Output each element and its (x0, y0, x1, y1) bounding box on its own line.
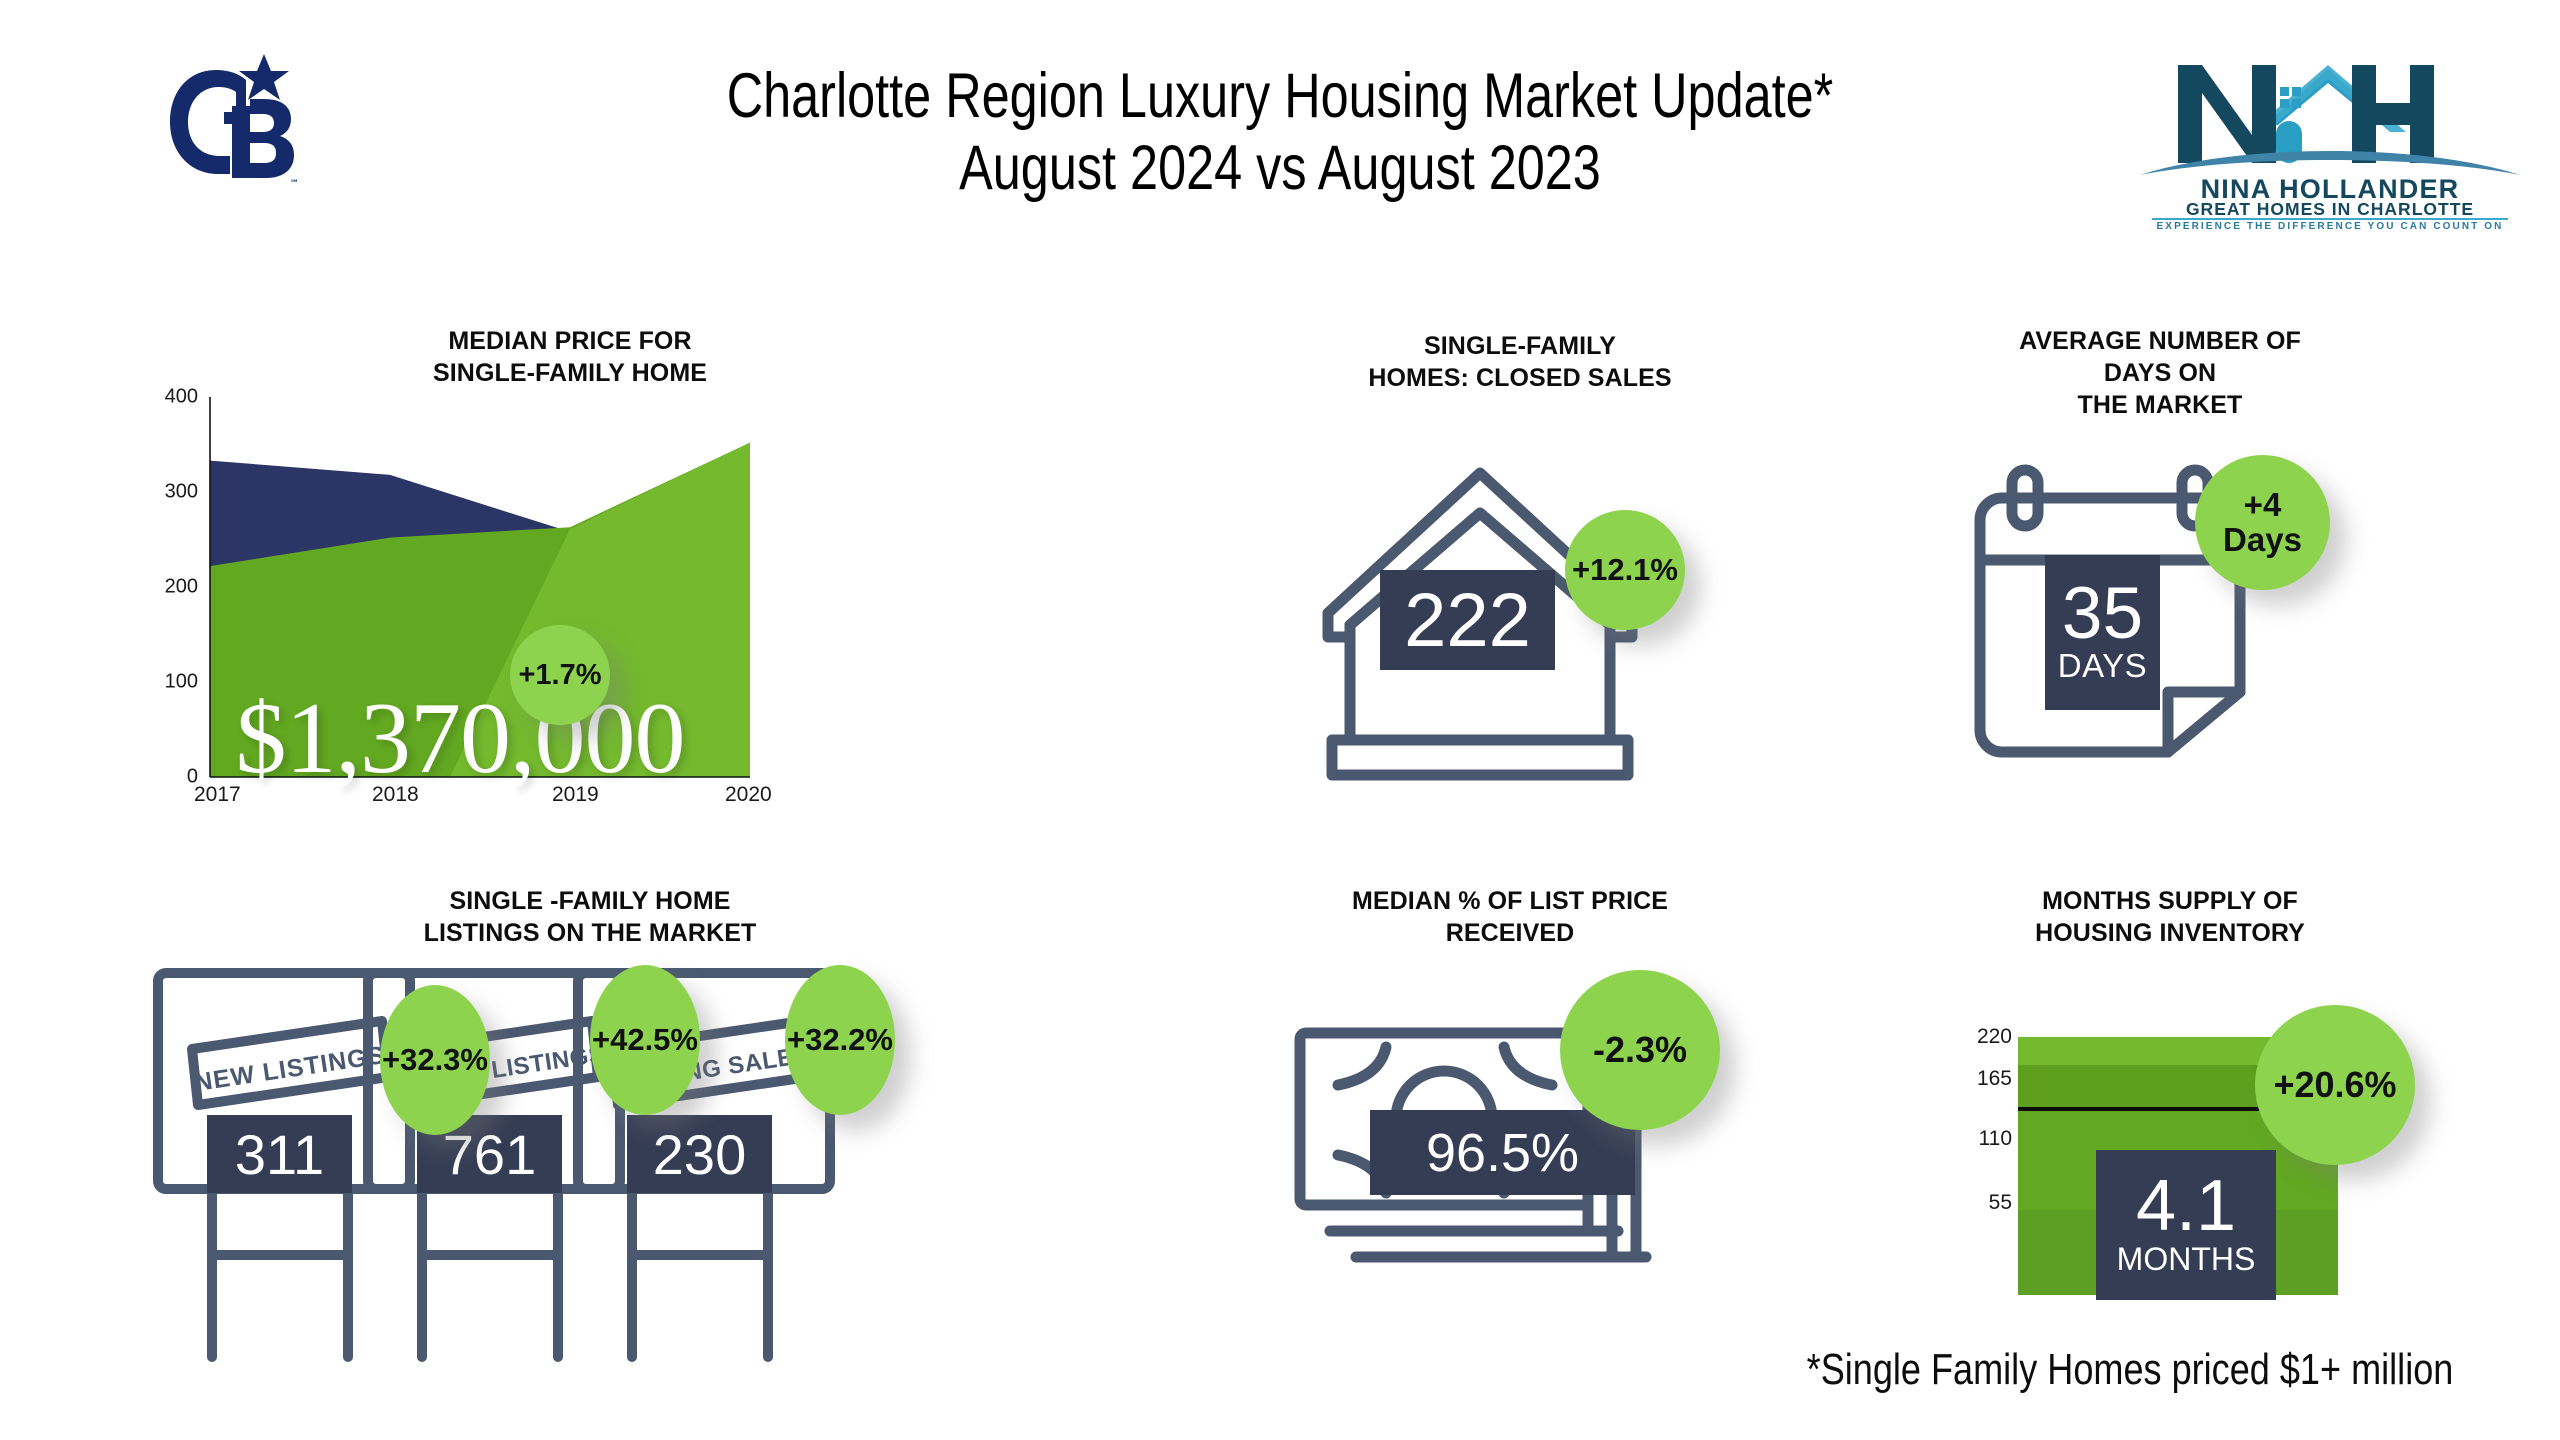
months-supply-change-badge: +20.6% (2255, 1005, 2415, 1165)
days-on-market-value-box: 35 DAYS (2045, 555, 2160, 710)
active-listings-value: 761 (442, 1122, 537, 1186)
panel-months-supply-title: MONTHS SUPPLY OF HOUSING INVENTORY (2035, 887, 2305, 947)
months-supply-value-box: 4.1 MONTHS (2096, 1150, 2276, 1300)
closed-sales-value: 222 (1404, 577, 1531, 663)
y-tick-100: 100 (164, 670, 198, 693)
new-listings-change-badge: +32.3% (380, 985, 490, 1135)
days-on-market-badge-line-2: Days (2223, 520, 2302, 558)
panel-closed-sales-title: SINGLE-FAMILY HOMES: CLOSED SALES (1368, 332, 1672, 392)
days-on-market-badge-line-1: +4 (2243, 485, 2282, 523)
months-supply-y-tick-55: 55 (1988, 1191, 2012, 1214)
months-supply-value: 4.1 (2135, 1166, 2237, 1247)
y-tick-300: 300 (164, 480, 198, 503)
months-supply-y-tick-110: 110 (1978, 1127, 2012, 1150)
days-on-market-value: 35 (2061, 572, 2144, 654)
pending-sales-change-badge: +32.2% (785, 965, 895, 1115)
footnote: *Single Family Homes priced $1+ million (1806, 1345, 2454, 1394)
panel-list-price-pct-title: MEDIAN % OF LIST PRICE RECEIVED (1351, 887, 1669, 947)
panel-median-price: MEDIAN PRICE FOR SINGLE-FAMILY HOME 400 … (150, 325, 990, 845)
panel-days-on-market-title: AVERAGE NUMBER OF DAYS ON THE MARKET (2019, 327, 2301, 419)
y-tick-0: 0 (186, 765, 198, 788)
new-listings-value-box: 311 (207, 1115, 352, 1193)
panel-days-on-market: AVERAGE NUMBER OF DAYS ON THE MARKET 35 … (1950, 325, 2410, 835)
x-tick-2019: 2019 (552, 783, 599, 806)
yard-sign-new-listings: NEW LISTINGS 311 (150, 965, 440, 1365)
x-tick-2017: 2017 (194, 783, 241, 806)
panel-closed-sales: SINGLE-FAMILY HOMES: CLOSED SALES 222 +1… (1310, 330, 1730, 830)
panel-listings-title: SINGLE -FAMILY HOME LISTINGS ON THE MARK… (423, 887, 757, 947)
pending-sales-value-box: 230 (627, 1115, 772, 1193)
list-price-pct-change-badge: -2.3% (1560, 970, 1720, 1130)
new-listings-value: 311 (234, 1122, 325, 1186)
list-price-pct-value-box: 96.5% (1370, 1110, 1635, 1195)
list-price-pct-value: 96.5% (1425, 1122, 1580, 1183)
svg-text:GREAT HOMES IN CHARLOTTE: GREAT HOMES IN CHARLOTTE (2186, 199, 2474, 219)
page-title: Charlotte Region Luxury Housing Market U… (704, 60, 1856, 205)
median-price-value: $1,370,000 (235, 682, 686, 795)
panel-median-price-title: MEDIAN PRICE FOR SINGLE-FAMILY HOME (432, 327, 708, 387)
panel-listings: SINGLE -FAMILY HOME LISTINGS ON THE MARK… (150, 885, 1230, 1375)
svg-text:NINA HOLLANDER: NINA HOLLANDER (2201, 174, 2460, 204)
x-tick-2020: 2020 (725, 783, 772, 806)
y-tick-200: 200 (164, 575, 198, 598)
y-tick-400: 400 (164, 385, 198, 408)
days-on-market-unit: DAYS (2057, 647, 2148, 685)
months-supply-unit: MONTHS (2116, 1240, 2256, 1277)
days-on-market-change-badge: +4 Days (2195, 455, 2330, 590)
months-supply-y-tick-220: 220 (1976, 1025, 2012, 1048)
page-title-line-1: Charlotte Region Luxury Housing Market U… (726, 61, 1834, 131)
closed-sales-change-badge: +12.1% (1565, 510, 1685, 630)
pending-sales-value: 230 (652, 1122, 747, 1186)
nina-hollander-logo: NINA HOLLANDER GREAT HOMES IN CHARLOTTE … (2120, 35, 2540, 230)
median-price-change-badge: +1.7% (510, 625, 610, 725)
panel-list-price-pct: MEDIAN % OF LIST PRICE RECEIVED 96.5% -2… (1290, 885, 1770, 1355)
median-price-chart: 400 300 200 100 0 2017 2018 2019 2020 (150, 385, 990, 827)
page-title-line-2: August 2024 vs August 2023 (959, 133, 1601, 204)
months-supply-y-tick-165: 165 (1976, 1067, 2012, 1090)
active-listings-change-badge: +42.5% (590, 965, 700, 1115)
panel-months-supply: MONTHS SUPPLY OF HOUSING INVENTORY 220 1… (1900, 885, 2460, 1355)
closed-sales-value-box: 222 (1380, 570, 1555, 670)
coldwell-banker-logo: ℠ (150, 40, 330, 200)
svg-text:℠: ℠ (290, 178, 299, 188)
svg-text:EXPERIENCE THE DIFFERENCE YOU: EXPERIENCE THE DIFFERENCE YOU CAN COUNT … (2157, 221, 2504, 230)
x-tick-2018: 2018 (372, 783, 419, 806)
